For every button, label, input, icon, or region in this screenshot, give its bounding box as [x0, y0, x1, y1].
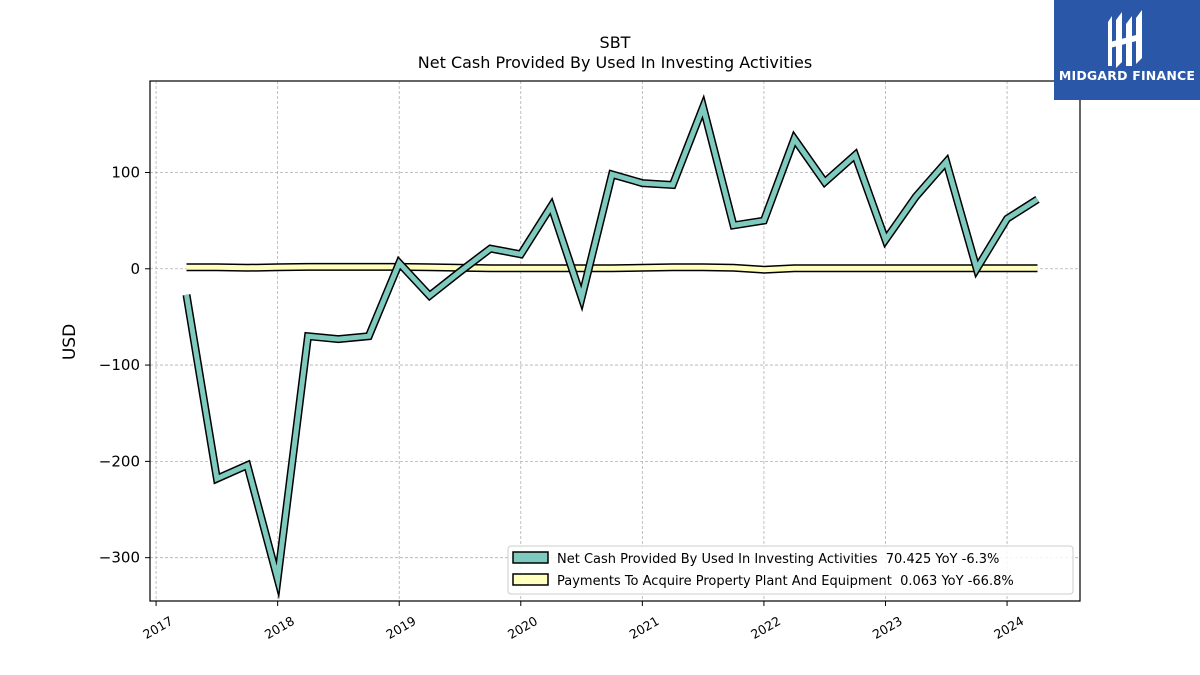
grid: [150, 81, 1080, 601]
legend-label: Payments To Acquire Property Plant And E…: [557, 574, 1014, 589]
ticks: −300 −200 −100 0 100 2017 2018 2019 2020 2021 2022…: [99, 163, 1027, 642]
x-tick-label: 2017: [140, 613, 175, 642]
y-tick-label: −100: [99, 356, 140, 374]
x-tick-label: 2023: [870, 613, 905, 642]
y-tick-label: 0: [130, 260, 140, 278]
chart-subtitle: Net Cash Provided By Used In Investing A…: [418, 53, 812, 72]
y-tick-label: −200: [99, 452, 140, 470]
x-tick-label: 2020: [505, 613, 540, 642]
legend: Net Cash Provided By Used In Investing A…: [507, 545, 1074, 595]
series-layer: [182, 93, 1040, 600]
y-tick-label: 100: [111, 163, 140, 181]
midgard-logo-icon: [1108, 10, 1142, 68]
series-0-line: [184, 98, 1039, 592]
x-tick-label: 2019: [383, 613, 418, 642]
y-tick-label: −300: [99, 549, 140, 567]
legend-label: Net Cash Provided By Used In Investing A…: [557, 552, 999, 567]
logo-text: MIDGARD FINANCE: [1058, 68, 1196, 83]
x-tick-label: 2024: [991, 613, 1026, 642]
plot-frame: [149, 80, 1081, 602]
legend-box: [507, 545, 1074, 595]
legend-swatch: [512, 551, 549, 564]
chart-title: SBT: [600, 33, 631, 52]
midgard-finance-logo: MIDGARD FINANCE: [1054, 0, 1200, 100]
y-axis-label: USD: [60, 324, 80, 360]
series-1-line: [186, 264, 1038, 273]
x-tick-label: 2021: [627, 613, 662, 642]
legend-swatch: [512, 573, 549, 586]
x-tick-label: 2018: [262, 613, 297, 642]
x-tick-label: 2022: [748, 613, 783, 642]
